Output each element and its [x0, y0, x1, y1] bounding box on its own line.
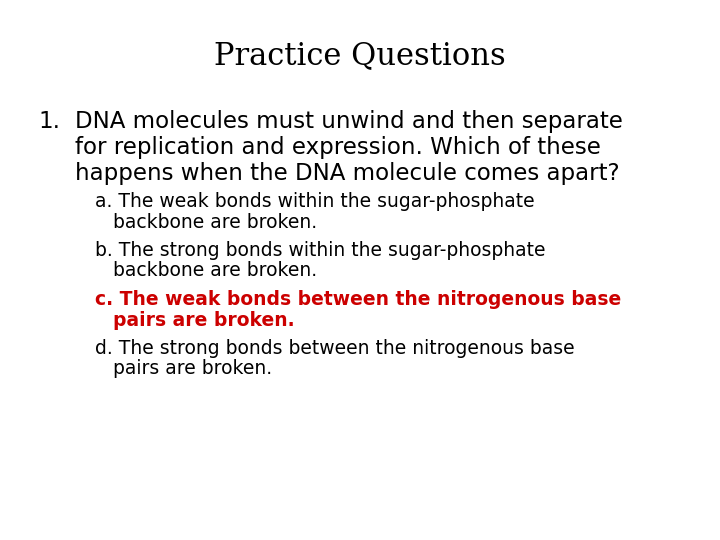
Text: 1.: 1. [38, 110, 60, 133]
Text: c. The weak bonds between the nitrogenous base: c. The weak bonds between the nitrogenou… [95, 290, 621, 309]
Text: pairs are broken.: pairs are broken. [113, 310, 294, 329]
Text: backbone are broken.: backbone are broken. [113, 213, 317, 232]
Text: a. The weak bonds within the sugar-phosphate: a. The weak bonds within the sugar-phosp… [95, 192, 535, 211]
Text: b. The strong bonds within the sugar-phosphate: b. The strong bonds within the sugar-pho… [95, 241, 546, 260]
Text: d. The strong bonds between the nitrogenous base: d. The strong bonds between the nitrogen… [95, 339, 575, 358]
Text: DNA molecules must unwind and then separate: DNA molecules must unwind and then separ… [75, 110, 623, 133]
Text: happens when the DNA molecule comes apart?: happens when the DNA molecule comes apar… [75, 162, 620, 185]
Text: pairs are broken.: pairs are broken. [113, 360, 272, 379]
Text: Practice Questions: Practice Questions [214, 40, 506, 71]
Text: for replication and expression. Which of these: for replication and expression. Which of… [75, 136, 601, 159]
Text: backbone are broken.: backbone are broken. [113, 261, 317, 280]
